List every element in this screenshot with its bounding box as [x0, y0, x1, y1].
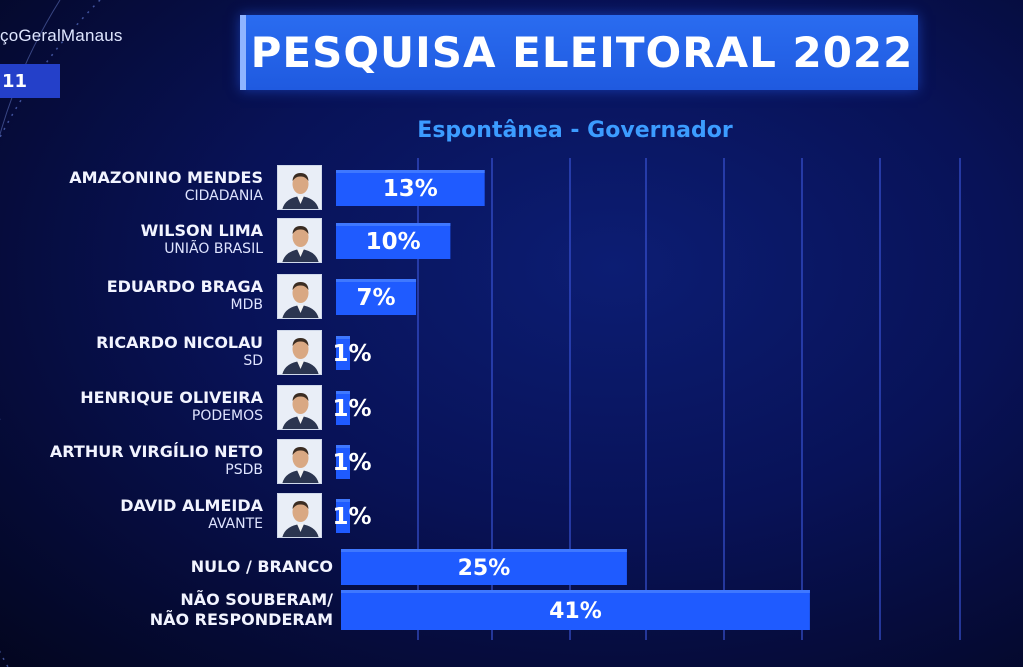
portrait-icon — [277, 218, 322, 263]
candidate-name: DAVID ALMEIDA — [120, 496, 263, 515]
data-label: 7% — [356, 285, 395, 311]
bar-highlight — [341, 590, 810, 593]
candidate-label: EDUARDO BRAGA MDB — [107, 277, 263, 314]
candidate-label: WILSON LIMA UNIÃO BRASIL — [141, 221, 263, 258]
category-label-line: NULO / BRANCO — [190, 557, 333, 576]
candidate-name: AMAZONINO MENDES — [69, 168, 263, 187]
bar-highlight — [336, 223, 451, 226]
chart-subtitle: Espontânea - Governador — [417, 118, 733, 143]
data-label: 13% — [383, 176, 438, 202]
title-banner: PESQUISA ELEITORAL 2022 — [240, 15, 918, 90]
bar — [336, 445, 350, 479]
broadcast-hashtag: çoGeralManaus — [0, 26, 123, 45]
portrait-icon — [277, 439, 322, 484]
data-label: 41% — [549, 599, 602, 624]
data-label: 1% — [332, 450, 371, 476]
bar — [336, 391, 350, 425]
decorative-dial — [0, 0, 101, 667]
candidate-name: EDUARDO BRAGA — [106, 277, 263, 296]
bar — [336, 170, 485, 206]
channel-badge: 11 — [0, 64, 60, 98]
candidate-party: AVANTE — [208, 516, 263, 532]
candidate-name: RICARDO NICOLAU — [96, 333, 263, 352]
candidate-label: ARTHUR VIRGÍLIO NETO PSDB — [50, 442, 263, 479]
candidate-label: RICARDO NICOLAU SD — [96, 333, 263, 370]
candidate-party: PODEMOS — [191, 408, 263, 424]
portrait-icon — [277, 385, 322, 430]
portrait-icon — [277, 274, 322, 319]
candidate-party: MDB — [230, 297, 263, 313]
data-label: 1% — [332, 396, 371, 422]
bar — [336, 336, 350, 370]
candidate-party: CIDADANIA — [184, 188, 263, 204]
portrait-icon — [277, 493, 322, 538]
bar-highlight — [336, 279, 417, 282]
bar-highlight — [341, 549, 627, 552]
candidate-name: WILSON LIMA — [140, 221, 263, 240]
bar-highlight — [336, 391, 350, 394]
candidate-label: HENRIQUE OLIVEIRA PODEMOS — [80, 388, 263, 425]
category-label: NÃO SOUBERAM/NÃO RESPONDERAM — [150, 590, 333, 630]
candidate-label: DAVID ALMEIDA AVANTE — [120, 496, 263, 533]
data-label: 1% — [332, 341, 371, 367]
bar — [336, 279, 417, 315]
bar — [341, 549, 627, 585]
data-label: 10% — [366, 229, 421, 255]
bar — [341, 590, 810, 630]
category-label: NULO / BRANCO — [191, 557, 333, 577]
bar-highlight — [336, 170, 485, 173]
portrait-icon — [277, 330, 322, 375]
candidate-party: SD — [243, 353, 263, 369]
category-label-line: NÃO RESPONDERAM — [149, 610, 333, 629]
chart-title: PESQUISA ELEITORAL 2022 — [250, 28, 914, 77]
candidate-party: PSDB — [225, 462, 263, 478]
candidate-name: HENRIQUE OLIVEIRA — [80, 388, 263, 407]
candidate-label: AMAZONINO MENDES CIDADANIA — [69, 168, 263, 205]
category-label-line: NÃO SOUBERAM/ — [180, 590, 333, 609]
candidate-party: UNIÃO BRASIL — [164, 241, 263, 257]
candidate-name: ARTHUR VIRGÍLIO NETO — [49, 442, 263, 461]
bar — [336, 223, 451, 259]
bar-highlight — [336, 499, 350, 502]
bar-highlight — [336, 336, 350, 339]
bar-highlight — [336, 445, 350, 448]
data-label: 1% — [332, 504, 371, 530]
bar — [336, 499, 350, 533]
data-label: 25% — [458, 556, 511, 581]
portrait-icon — [277, 165, 322, 210]
